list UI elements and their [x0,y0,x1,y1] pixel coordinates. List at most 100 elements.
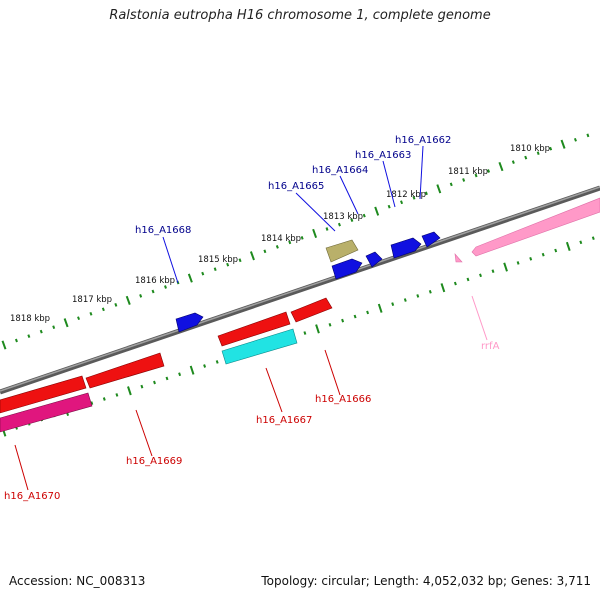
ruler-label-1813: 1813 kbp [323,212,363,222]
gene-rrfA-small[interactable] [454,253,463,263]
ruler-tick-forward [350,218,354,222]
ruler-tick-forward [549,146,553,151]
leader-h16-A1665 [295,192,336,232]
leader-h16-A1667 [265,367,283,413]
ruler-tick-reverse [165,376,169,381]
ruler-tick-forward [238,258,242,263]
leader-h16-A1670 [14,444,29,491]
ruler-tick-forward [114,302,118,307]
gene-h16-A1668[interactable] [175,312,204,333]
ruler-tick-forward [449,182,453,187]
ruler-tick-forward [139,294,143,298]
ruler-tick-reverse [579,240,583,245]
label-h16-A1667: h16_A1667 [256,415,312,426]
ruler-tick-reverse [353,314,357,319]
gene-h16-A1667[interactable] [217,311,291,347]
ruler-tick-reverse [591,236,595,241]
ruler-tick-forward [77,316,81,321]
ruler-tick-reverse [403,298,407,302]
gene-cyan-feature[interactable] [221,328,298,365]
reverse-genes [0,297,333,433]
ruler-tick-forward [511,160,515,164]
label-rrfA: rrfA [481,341,500,352]
ruler-tick-forward [325,227,329,231]
ruler-label-1817: 1817 kbp [72,295,112,305]
ruler-label-1810: 1810 kbp [510,144,550,154]
gene-h16-A1669[interactable] [85,352,165,389]
ruler-tick-reverse [341,318,345,323]
forward-genes [175,231,441,333]
label-h16-A1669: h16_A1669 [126,456,182,467]
gene-rrfA[interactable] [471,197,600,257]
ruler-tick-forward [213,267,217,272]
genome-summary-text: Topology: circular; Length: 4,052,032 bp… [261,574,591,588]
ruler-tick-reverse [391,302,395,307]
ruler-tick-reverse [366,310,370,315]
label-h16-A1670: h16_A1670 [4,491,60,502]
ruler-tick-forward [89,311,93,316]
label-h16-A1665: h16_A1665 [268,181,324,192]
ruler-tick-reverse [203,364,207,368]
leader-h16-A1664 [339,175,359,215]
accession-text: Accession: NC_008313 [9,574,146,588]
ruler-tick-reverse [554,248,558,253]
ruler-tick-reverse [178,372,182,377]
ruler-tick-forward [573,137,577,142]
ruler-tick-reverse [565,241,571,252]
ruler-tick-forward [586,133,590,138]
ruler-tick-reverse [140,384,144,389]
page-title: Ralstonia eutropha H16 chromosome 1, com… [109,8,491,23]
ruler-tick-reverse [440,283,446,293]
ruler-tick-forward [362,213,366,218]
ruler-tick-reverse [529,256,533,261]
ruler-tick-reverse [428,289,432,294]
ruler-label-1818: 1818 kbp [10,314,50,324]
ruler-tick-forward [374,206,380,216]
ruler-label-1816: 1816 kbp [135,276,175,286]
gene-h16-A1666[interactable] [290,297,333,323]
ruler-tick-reverse [516,261,520,265]
gene-h16-A1663[interactable] [365,251,383,268]
ruler-tick-forward [39,329,43,334]
gene-h16-A1664[interactable] [331,258,363,280]
ruler-tick-reverse [315,324,320,334]
leader-h16-A1662 [419,145,424,200]
ruler-tick-forward [536,151,540,156]
ruler-tick-reverse [479,273,482,278]
ruler-tick-forward [400,200,404,205]
label-h16-A1666: h16_A1666 [315,394,371,405]
ruler-tick-forward [151,289,155,294]
gene-h16-A1662-b[interactable] [421,231,441,248]
chromosome-backbone [0,185,600,395]
ruler-tick-forward [312,228,318,239]
ruler-tick-forward [424,191,428,196]
ruler-tick-forward [101,307,105,312]
leader-h16-A1668 [162,236,179,284]
ruler-tick-forward [125,295,131,305]
ruler-tick-forward [164,285,167,289]
ruler-tick-reverse [102,397,106,401]
ruler-tick-forward [263,249,267,254]
ruler-tick-reverse [377,303,383,313]
gene-h16-A1670-red[interactable] [0,375,87,414]
ruler-tick-forward [288,240,292,245]
gene-h16-A1665[interactable] [325,239,359,263]
ruler-tick-forward [52,325,56,330]
ruler-tick-forward [337,222,341,227]
ruler-tick-forward [226,262,230,267]
ruler-tick-reverse [491,269,495,274]
rrna-features [454,197,600,263]
gene-h16-A1662-a[interactable] [390,237,422,259]
ruler-tick-forward [300,236,304,240]
ruler-label-1814: 1814 kbp [261,234,301,244]
ruler-tick-reverse [115,393,119,397]
leader-rrfA [471,295,488,341]
ruler-tick-reverse [453,281,457,286]
gene-h16-A1670[interactable] [0,392,93,433]
ruler-tick-forward [63,318,69,328]
ruler-tick-forward [387,204,391,209]
ruler-label-1811: 1811 kbp [448,167,488,177]
ruler-tick-forward [27,334,31,338]
ruler-tick-reverse [215,360,219,364]
